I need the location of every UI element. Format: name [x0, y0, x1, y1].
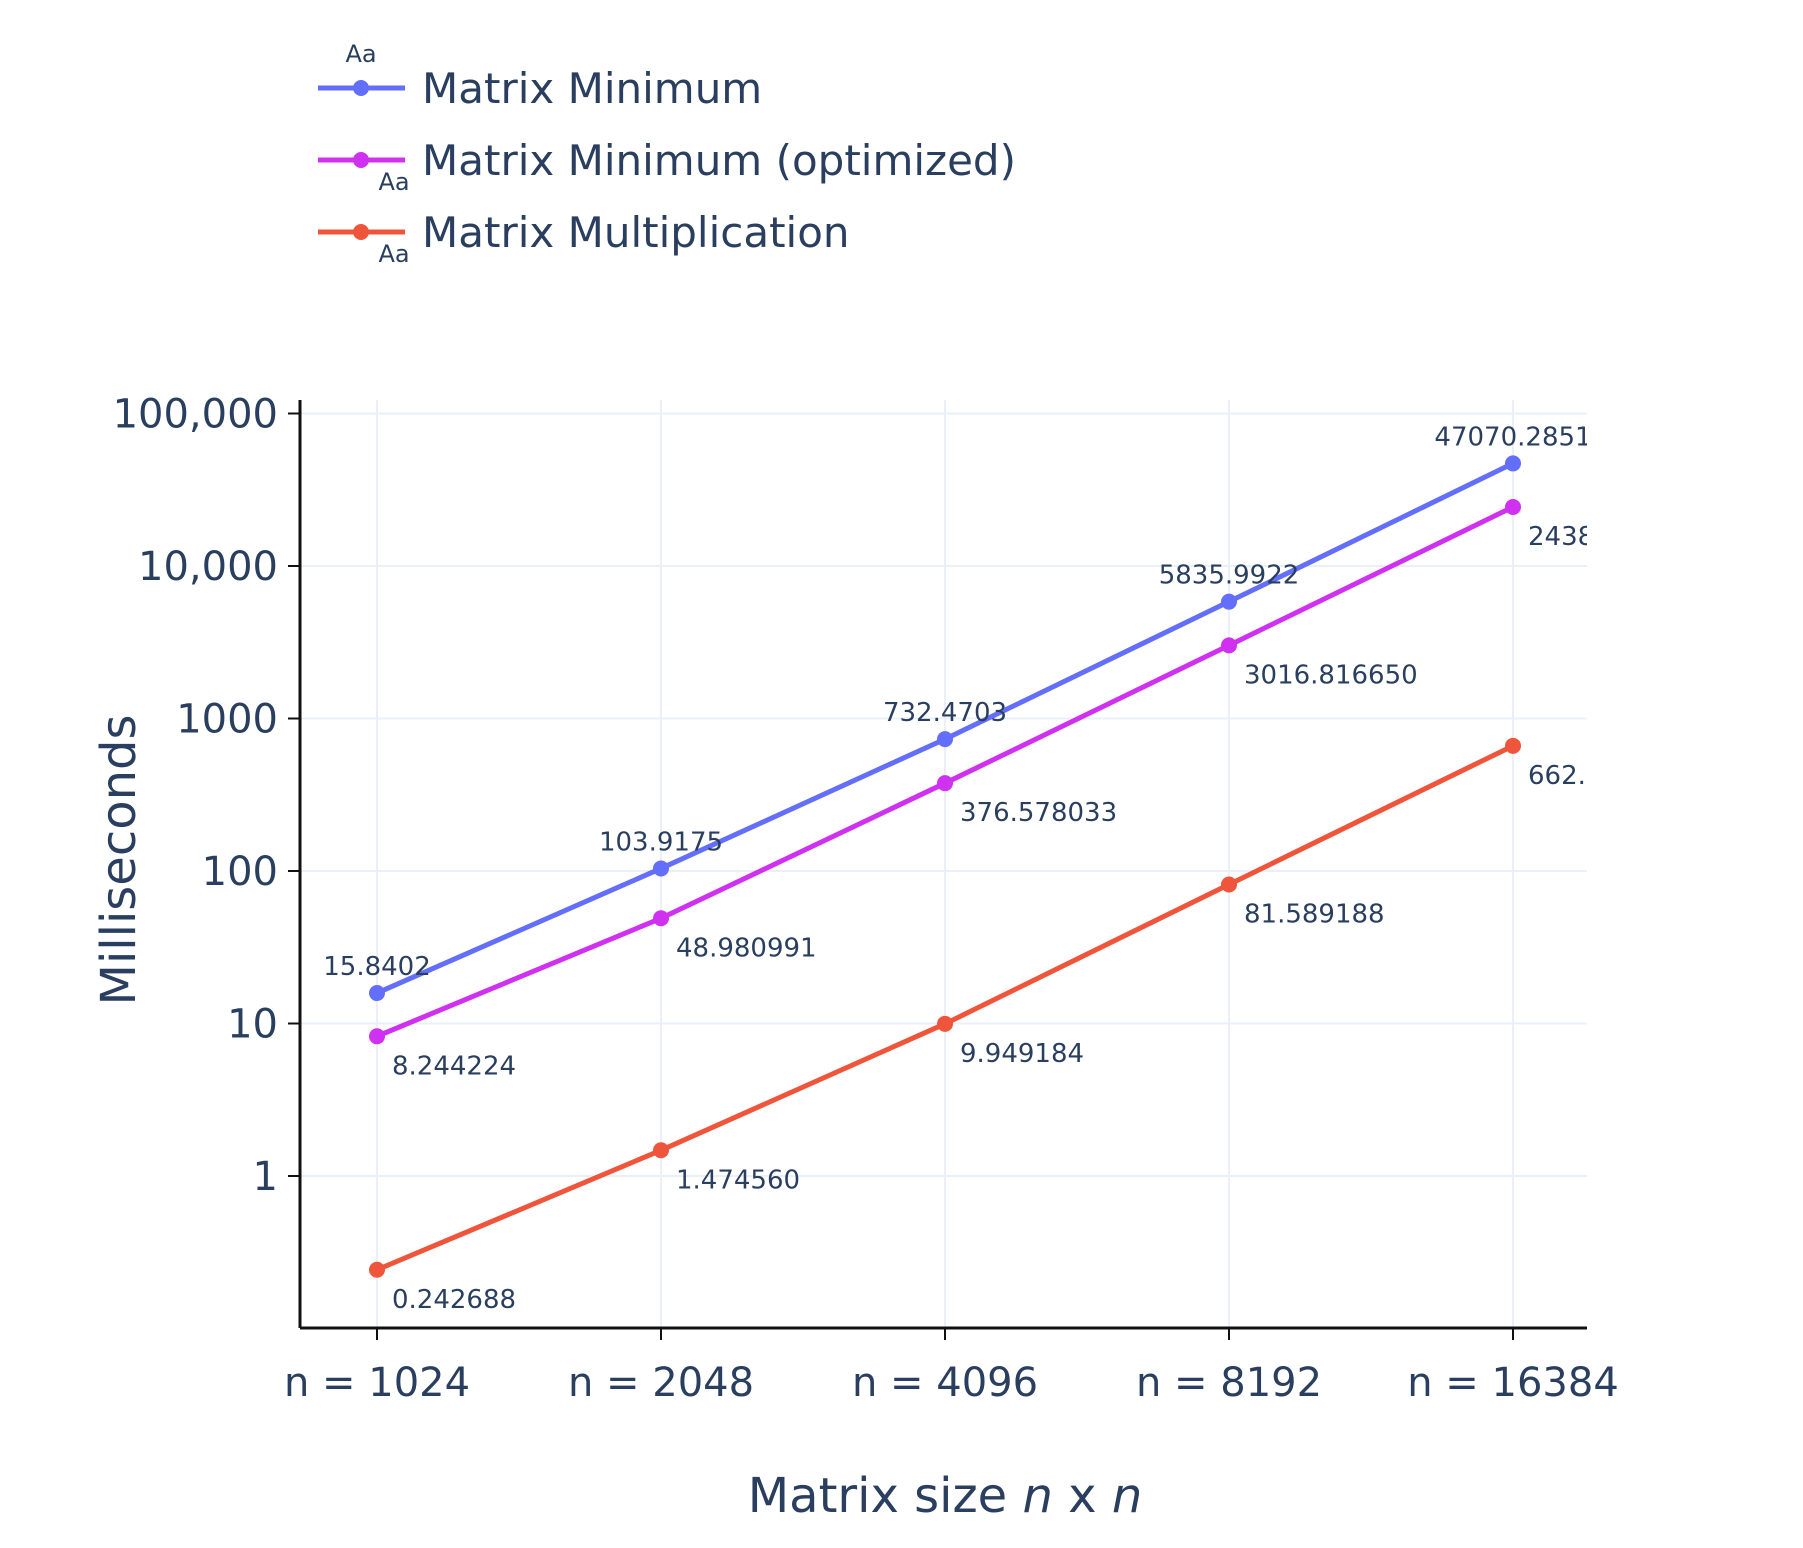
data-point[interactable]: [1221, 637, 1237, 654]
data-label: 2438: [1528, 522, 1594, 552]
x-axis-ticks: n = 1024 n = 2048 n = 4096 n = 8192 n = 1638…: [284, 1328, 1619, 1406]
data-point[interactable]: [1505, 498, 1521, 515]
data-point[interactable]: [653, 910, 669, 927]
series-3: 0.242688 1.474560 9.949184 81.589188 662.: [369, 737, 1586, 1315]
legend-item[interactable]: Aa Matrix Multiplication: [318, 208, 850, 268]
legend-label: Matrix Minimum (optimized): [422, 136, 1016, 185]
data-point[interactable]: [653, 1142, 669, 1159]
legend[interactable]: Aa Matrix Minimum Aa Matrix Minimum (optimi…: [318, 40, 1016, 268]
x-axis-title-var1: n: [1022, 1468, 1052, 1524]
y-tick-label: 100: [202, 849, 278, 895]
x-tick-label: n = 16384: [1407, 1360, 1619, 1406]
y-axis-ticks: 1 10 100 1000 10,000 100,000: [113, 392, 300, 1200]
grid: [300, 400, 1587, 1328]
y-tick-label: 1: [253, 1154, 278, 1200]
series-1: 15.8402 103.9175 732.4703 5835.9922 47070.28…: [323, 422, 1591, 1002]
legend-text-marker: Aa: [345, 40, 376, 68]
data-point[interactable]: [1505, 737, 1521, 754]
legend-marker: [353, 224, 369, 240]
data-label: 47070.2851: [1434, 422, 1591, 452]
y-axis-title: Milliseconds: [91, 715, 147, 1006]
series-2: 8.244224 48.980991 376.578033 3016.816650 24…: [369, 498, 1594, 1081]
legend-item[interactable]: Aa Matrix Minimum: [318, 40, 762, 113]
legend-label: Matrix Minimum: [422, 64, 762, 113]
data-label: 5835.9922: [1159, 561, 1300, 591]
data-label: 662.: [1528, 761, 1586, 791]
data-label: 3016.816650: [1244, 660, 1418, 690]
legend-text-marker: Aa: [378, 168, 409, 196]
data-point[interactable]: [369, 985, 385, 1002]
data-point[interactable]: [937, 731, 953, 748]
legend-label: Matrix Multiplication: [422, 208, 850, 257]
x-axis-title: Matrix size n x n: [748, 1468, 1142, 1524]
data-point[interactable]: [653, 860, 669, 877]
y-tick-label: 1000: [176, 697, 278, 743]
data-point[interactable]: [937, 775, 953, 792]
data-point[interactable]: [1221, 876, 1237, 893]
series-layer: 15.8402 103.9175 732.4703 5835.9922 47070.28…: [323, 422, 1594, 1315]
axes: [298, 400, 1587, 1330]
data-label: 81.589188: [1244, 899, 1385, 929]
data-label: 8.244224: [392, 1051, 516, 1081]
data-label: 1.474560: [676, 1165, 800, 1195]
y-tick-label: 10: [227, 1002, 278, 1048]
data-label: 732.4703: [883, 698, 1007, 728]
data-label: 15.8402: [323, 952, 431, 982]
legend-marker: [353, 80, 369, 96]
x-axis-title-mid: x: [1053, 1468, 1112, 1524]
x-axis-title-prefix: Matrix size: [748, 1468, 1023, 1524]
y-tick-label: 10,000: [138, 544, 278, 590]
data-label: 0.242688: [392, 1285, 516, 1315]
legend-marker: [353, 152, 369, 168]
legend-text-marker: Aa: [378, 240, 409, 268]
data-label: 376.578033: [960, 798, 1117, 828]
data-label: 9.949184: [960, 1039, 1084, 1069]
data-label: 103.9175: [599, 827, 723, 857]
x-tick-label: n = 2048: [568, 1360, 754, 1406]
data-label: 48.980991: [676, 933, 817, 963]
x-tick-label: n = 4096: [852, 1360, 1038, 1406]
x-tick-label: n = 8192: [1136, 1360, 1322, 1406]
data-point[interactable]: [369, 1261, 385, 1278]
legend-item[interactable]: Aa Matrix Minimum (optimized): [318, 136, 1016, 196]
data-point[interactable]: [1221, 593, 1237, 610]
data-point[interactable]: [1505, 455, 1521, 472]
x-axis-title-var2: n: [1112, 1468, 1142, 1524]
data-point[interactable]: [369, 1028, 385, 1045]
data-point[interactable]: [937, 1015, 953, 1032]
y-tick-label: 100,000: [113, 392, 278, 438]
x-tick-label: n = 1024: [284, 1360, 470, 1406]
